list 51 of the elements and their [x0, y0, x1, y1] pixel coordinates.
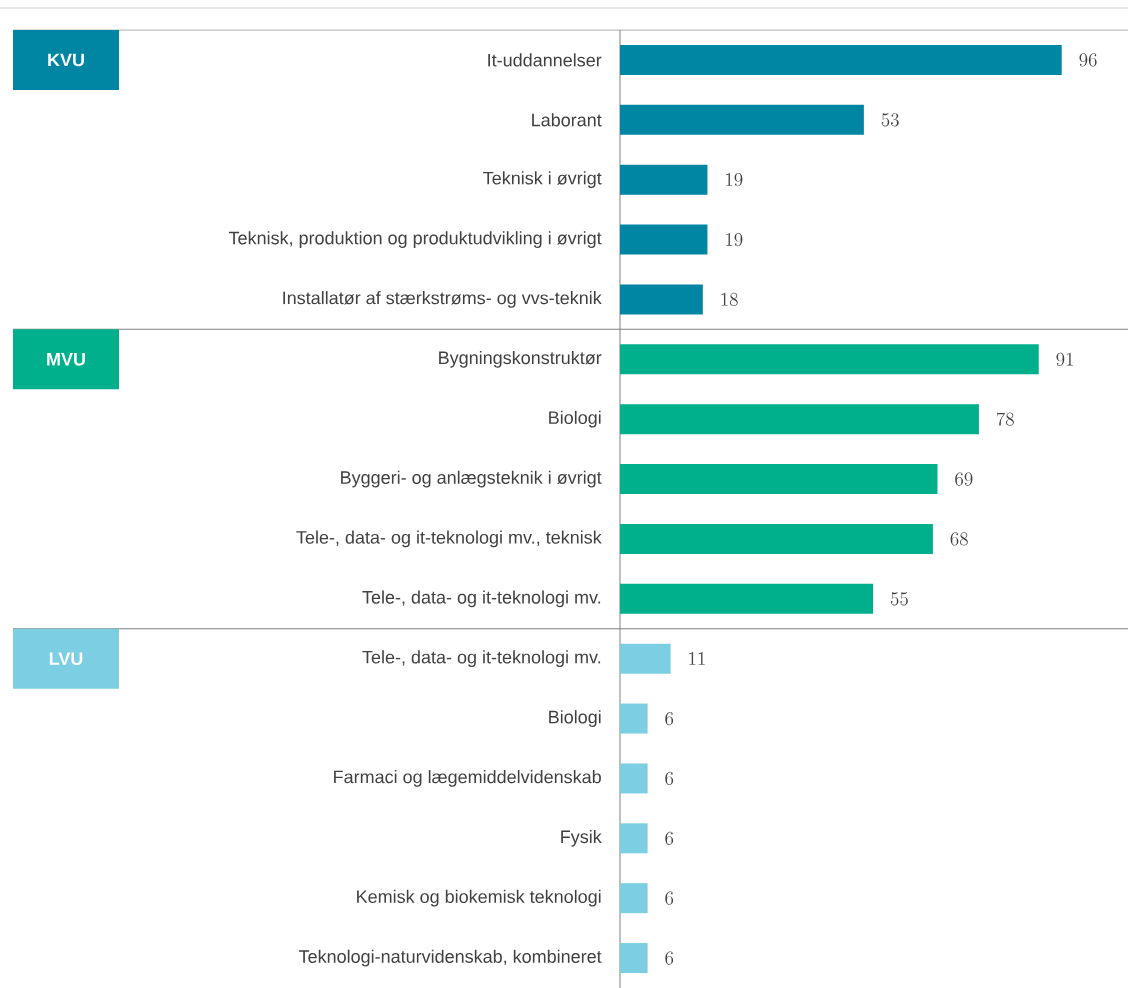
data-label: 6	[665, 831, 674, 845]
y-tick-label: Farmaci og lægemiddelvidenskab	[334, 770, 601, 787]
data-label: 69	[955, 472, 973, 486]
text: LVU	[49, 652, 83, 665]
bar	[620, 224, 708, 255]
bar	[620, 823, 648, 854]
bar	[620, 583, 874, 614]
bar	[620, 943, 648, 974]
y-tick-label: Tele-, data- og it-teknologi mv., teknisk	[296, 530, 602, 548]
y-tick-label: It-uddannelser	[488, 53, 602, 67]
data-label: 11	[689, 652, 705, 665]
data-label: 78	[996, 412, 1014, 426]
bar	[620, 883, 648, 914]
bar	[620, 464, 938, 495]
bar	[620, 643, 671, 674]
bar	[620, 344, 1039, 375]
data-label: 6	[665, 891, 674, 905]
text: KVU	[48, 53, 84, 67]
bar	[620, 104, 864, 135]
y-tick-label: Installatør af stærkstrøms- og vvs-teknik	[283, 291, 602, 308]
data-label: 18	[721, 292, 738, 307]
y-tick-label: Biologi	[549, 710, 601, 727]
y-tick-label: Teknisk i øvrigt	[483, 171, 602, 189]
data-label: 19	[726, 232, 743, 247]
bar	[620, 404, 979, 435]
y-tick-label: Biologi	[549, 410, 601, 428]
y-tick-label: Laborant	[532, 113, 602, 127]
bar	[620, 703, 648, 734]
data-label: 53	[881, 113, 899, 127]
y-tick-label: Teknisk, produktion og produktudvikling i øvrigt	[228, 231, 602, 248]
bar	[620, 164, 708, 195]
bar	[620, 763, 648, 794]
y-tick-label: Kemisk og biokemisk teknologi	[357, 889, 601, 907]
y-tick-label: Tele-, data- og it-teknologi mv.	[362, 590, 601, 608]
data-label: 55	[890, 592, 908, 606]
y-tick-label: Bygningskonstruktør	[439, 350, 602, 368]
bar	[620, 523, 933, 554]
data-label: 19	[726, 173, 743, 187]
text: MVU	[47, 353, 85, 366]
data-label: 6	[665, 771, 674, 786]
y-tick-label: Tele-, data- og it-teknologi mv.	[362, 650, 601, 668]
y-tick-label: Fysik	[561, 829, 602, 847]
data-label: 96	[1079, 53, 1097, 67]
data-label: 91	[1056, 352, 1073, 366]
data-label: 6	[665, 951, 674, 965]
y-tick-label: Byggeri- og anlægsteknik i øvrigt	[341, 470, 602, 488]
bar	[620, 44, 1062, 75]
data-label: 68	[950, 532, 968, 546]
data-label: 6	[665, 711, 674, 726]
y-tick-label: Teknologi-naturvidenskab, kombineret	[298, 949, 602, 967]
bar	[620, 284, 703, 315]
